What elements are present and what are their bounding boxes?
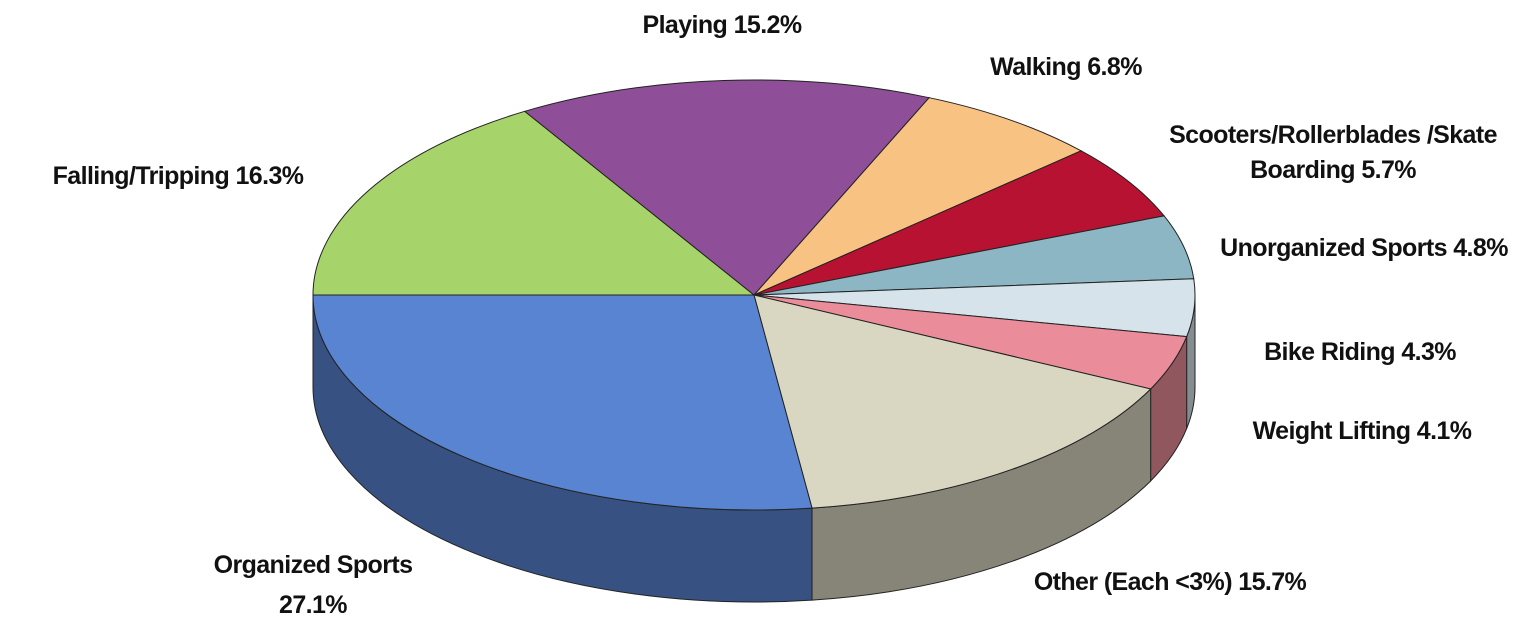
slice-name: Falling/Tripping bbox=[52, 162, 230, 190]
pie-slice bbox=[312, 110, 756, 296]
slice-name: Weight Lifting bbox=[1252, 417, 1411, 445]
slice-name: Organized Sports bbox=[213, 551, 413, 579]
slice-value: 15.7% bbox=[1238, 568, 1307, 596]
slice-value: 16.3% bbox=[235, 162, 304, 190]
slice-value: 4.3% bbox=[1401, 338, 1456, 366]
pie-slice bbox=[753, 150, 1165, 296]
slice-label: Walking 6.8% bbox=[946, 47, 1186, 87]
slice-value: 4.8% bbox=[1453, 234, 1508, 262]
slice-label: Weight Lifting 4.1% bbox=[1212, 411, 1512, 451]
slice-label: Scooters/Rollerblades /Skate Boarding 5.… bbox=[1153, 118, 1513, 188]
slice-name: Walking bbox=[990, 53, 1081, 81]
pie-slice bbox=[523, 79, 931, 296]
slice-value: 4.1% bbox=[1416, 417, 1472, 445]
slice-value: 6.8% bbox=[1087, 53, 1142, 81]
pie-slice bbox=[753, 294, 1152, 509]
slice-value: 5.7% bbox=[1361, 156, 1416, 184]
slice-label: Playing 15.2% bbox=[572, 5, 872, 45]
pie-slice bbox=[312, 294, 813, 511]
slice-name: Other (Each <3%) bbox=[1033, 568, 1233, 596]
slice-name: Playing bbox=[642, 11, 728, 39]
slice-label: Other (Each <3%) 15.7% bbox=[1030, 562, 1310, 602]
slice-label: Organized Sports 27.1% bbox=[178, 545, 448, 625]
pie-slice bbox=[753, 97, 1083, 296]
slice-name: Unorganized Sports bbox=[1220, 234, 1447, 262]
slice-name: Scooters/Rollerblades /Skate Boarding bbox=[1169, 121, 1497, 184]
slice-label: Unorganized Sports 4.8% bbox=[1214, 228, 1514, 268]
slice-label: Falling/Tripping 16.3% bbox=[8, 156, 348, 196]
slice-name: Bike Riding bbox=[1264, 338, 1396, 366]
slice-value: 15.2% bbox=[733, 11, 802, 39]
slice-value: 27.1% bbox=[279, 591, 347, 619]
slice-label: Bike Riding 4.3% bbox=[1220, 332, 1500, 372]
